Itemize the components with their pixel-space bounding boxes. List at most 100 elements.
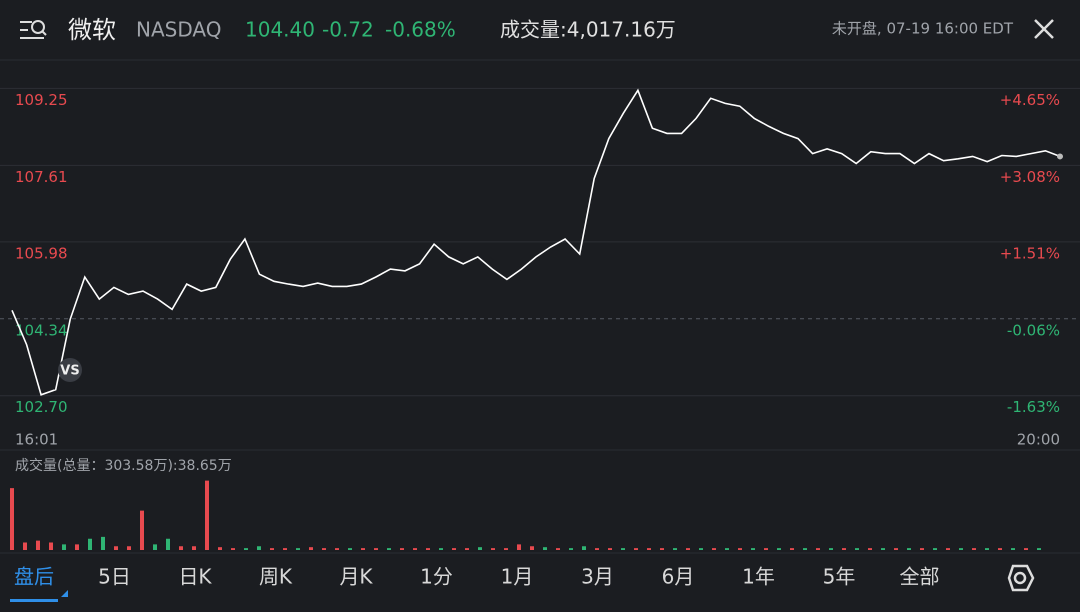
vs-badge[interactable]: VS [58,358,82,382]
volume-bar [829,548,833,550]
volume-bar [231,548,235,550]
y2-tick-label: -1.63% [1007,398,1060,416]
volume-label: 成交量(总量：303.58万):38.65万 [15,457,232,474]
volume-bar [868,548,872,550]
volume-bar [387,548,391,550]
volume-bar [23,542,27,550]
volume-bar [88,538,92,550]
volume-bar [582,546,586,550]
x-tick-label: 16:01 [15,431,58,449]
tab[interactable]: 5日 [98,565,131,589]
volume-bar [998,548,1002,550]
volume-bar [985,548,989,550]
volume-bar [894,548,898,550]
volume-bar [465,548,469,550]
volume-bar [647,548,651,550]
volume-bar [712,548,716,550]
volume-bar [309,547,313,550]
volume-bar [114,546,118,550]
tab[interactable]: 周K [259,565,293,589]
volume-bar [673,548,677,550]
stock-name: 微软 [68,16,116,44]
volume-bar [127,546,131,550]
volume-bar [777,548,781,550]
tab[interactable]: 全部 [900,565,940,589]
volume-bar [686,548,690,550]
close-button[interactable] [1034,19,1054,39]
volume-bar [491,548,495,550]
y-tick-label: 107.61 [15,168,68,186]
y-tick-label: 105.98 [15,244,68,262]
market-status: 未开盘, 07-19 16:00 EDT [832,20,1014,38]
volume-bar [101,536,105,550]
volume-bar [400,548,404,550]
change: -0.72 [322,18,374,42]
y2-tick-label: +4.65% [1000,91,1060,109]
volume-bar [530,546,534,550]
volume-bar [699,548,703,550]
y-tick-label: 109.25 [15,91,68,109]
volume-bar [907,548,911,550]
volume-bar [166,538,170,550]
volume-bar [296,548,300,550]
volume-bar [855,548,859,550]
y2-tick-label: +1.51% [1000,245,1060,263]
tab[interactable]: 1分 [420,565,453,589]
volume-bar [283,548,287,550]
tab[interactable]: 盘后 [14,565,54,589]
tab[interactable]: 1月 [501,565,534,589]
volume-bar [543,547,547,550]
volume-bar [738,548,742,550]
volume-bar [322,548,326,550]
volume-bar [621,548,625,550]
tab[interactable]: 1年 [742,565,775,589]
volume-bar [816,548,820,550]
volume-bar [842,548,846,550]
y-tick-label: 104.34 [15,321,68,339]
tab-dropdown [61,590,68,597]
tab[interactable]: 月K [339,565,373,589]
tab[interactable]: 5年 [823,565,856,589]
settings-icon[interactable] [1007,564,1035,592]
volume-bar [634,548,638,550]
volume-bar [517,544,521,550]
volume-bar [270,548,274,550]
volume-bar [803,548,807,550]
volume-bar [257,546,261,550]
y-tick-label: 102.70 [15,398,68,416]
volume-bar [179,546,183,550]
volume-bar [439,548,443,550]
volume: 成交量:4,017.16万 [500,18,676,42]
volume-bar [1011,548,1015,550]
price: 104.40 [245,18,315,42]
change-pct: -0.68% [385,18,456,42]
volume-bar [426,548,430,550]
tab[interactable]: 日K [178,565,212,589]
volume-bar [49,542,53,550]
exchange: NASDAQ [136,18,221,42]
y2-tick-label: +3.08% [1000,168,1060,186]
volume-bar [218,547,222,550]
volume-bar [374,548,378,550]
volume-bar [595,548,599,550]
volume-bar [1024,548,1028,550]
volume-bar [192,546,196,550]
volume-bar [348,548,352,550]
volume-bar [75,544,79,550]
volume-bar [946,548,950,550]
volume-bar [205,480,209,550]
volume-bar [361,548,365,550]
volume-bar [478,547,482,550]
volume-bar [1037,548,1041,550]
volume-bar [608,548,612,550]
tab[interactable]: 3月 [581,565,614,589]
price-line [11,88,1061,396]
volume-bar [569,548,573,550]
last-price-dot [1057,153,1063,160]
volume-bar [36,540,40,550]
tab[interactable]: 6月 [662,565,695,589]
volume-bar [452,548,456,550]
menu-icon[interactable] [20,20,47,39]
